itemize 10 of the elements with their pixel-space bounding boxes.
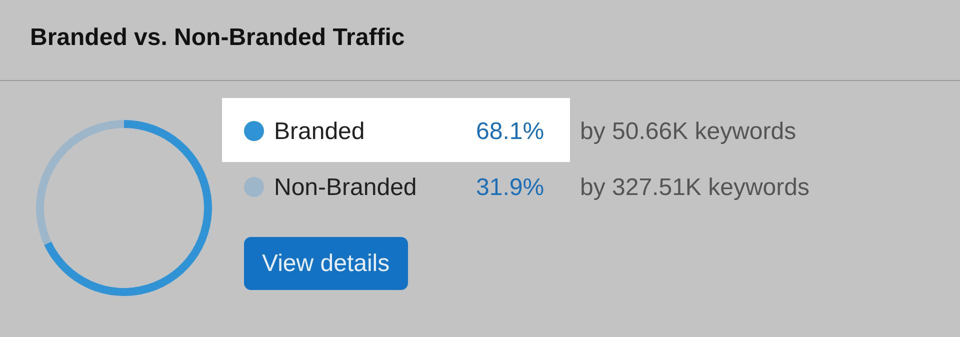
data-label: 68.1% [476, 118, 544, 146]
donut-slice [44, 120, 212, 296]
view-details-button: View details [244, 237, 408, 290]
data-label: 31.9% [476, 174, 544, 202]
donut-slice [36, 120, 124, 245]
legend-label: Non-Branded [274, 174, 417, 202]
text: by 50.66K keywords [580, 118, 796, 146]
chart-title: Branded vs. Non-Branded Traffic [30, 24, 405, 52]
text: by 327.51K keywords [580, 174, 810, 202]
legend-label: Branded [274, 118, 365, 146]
